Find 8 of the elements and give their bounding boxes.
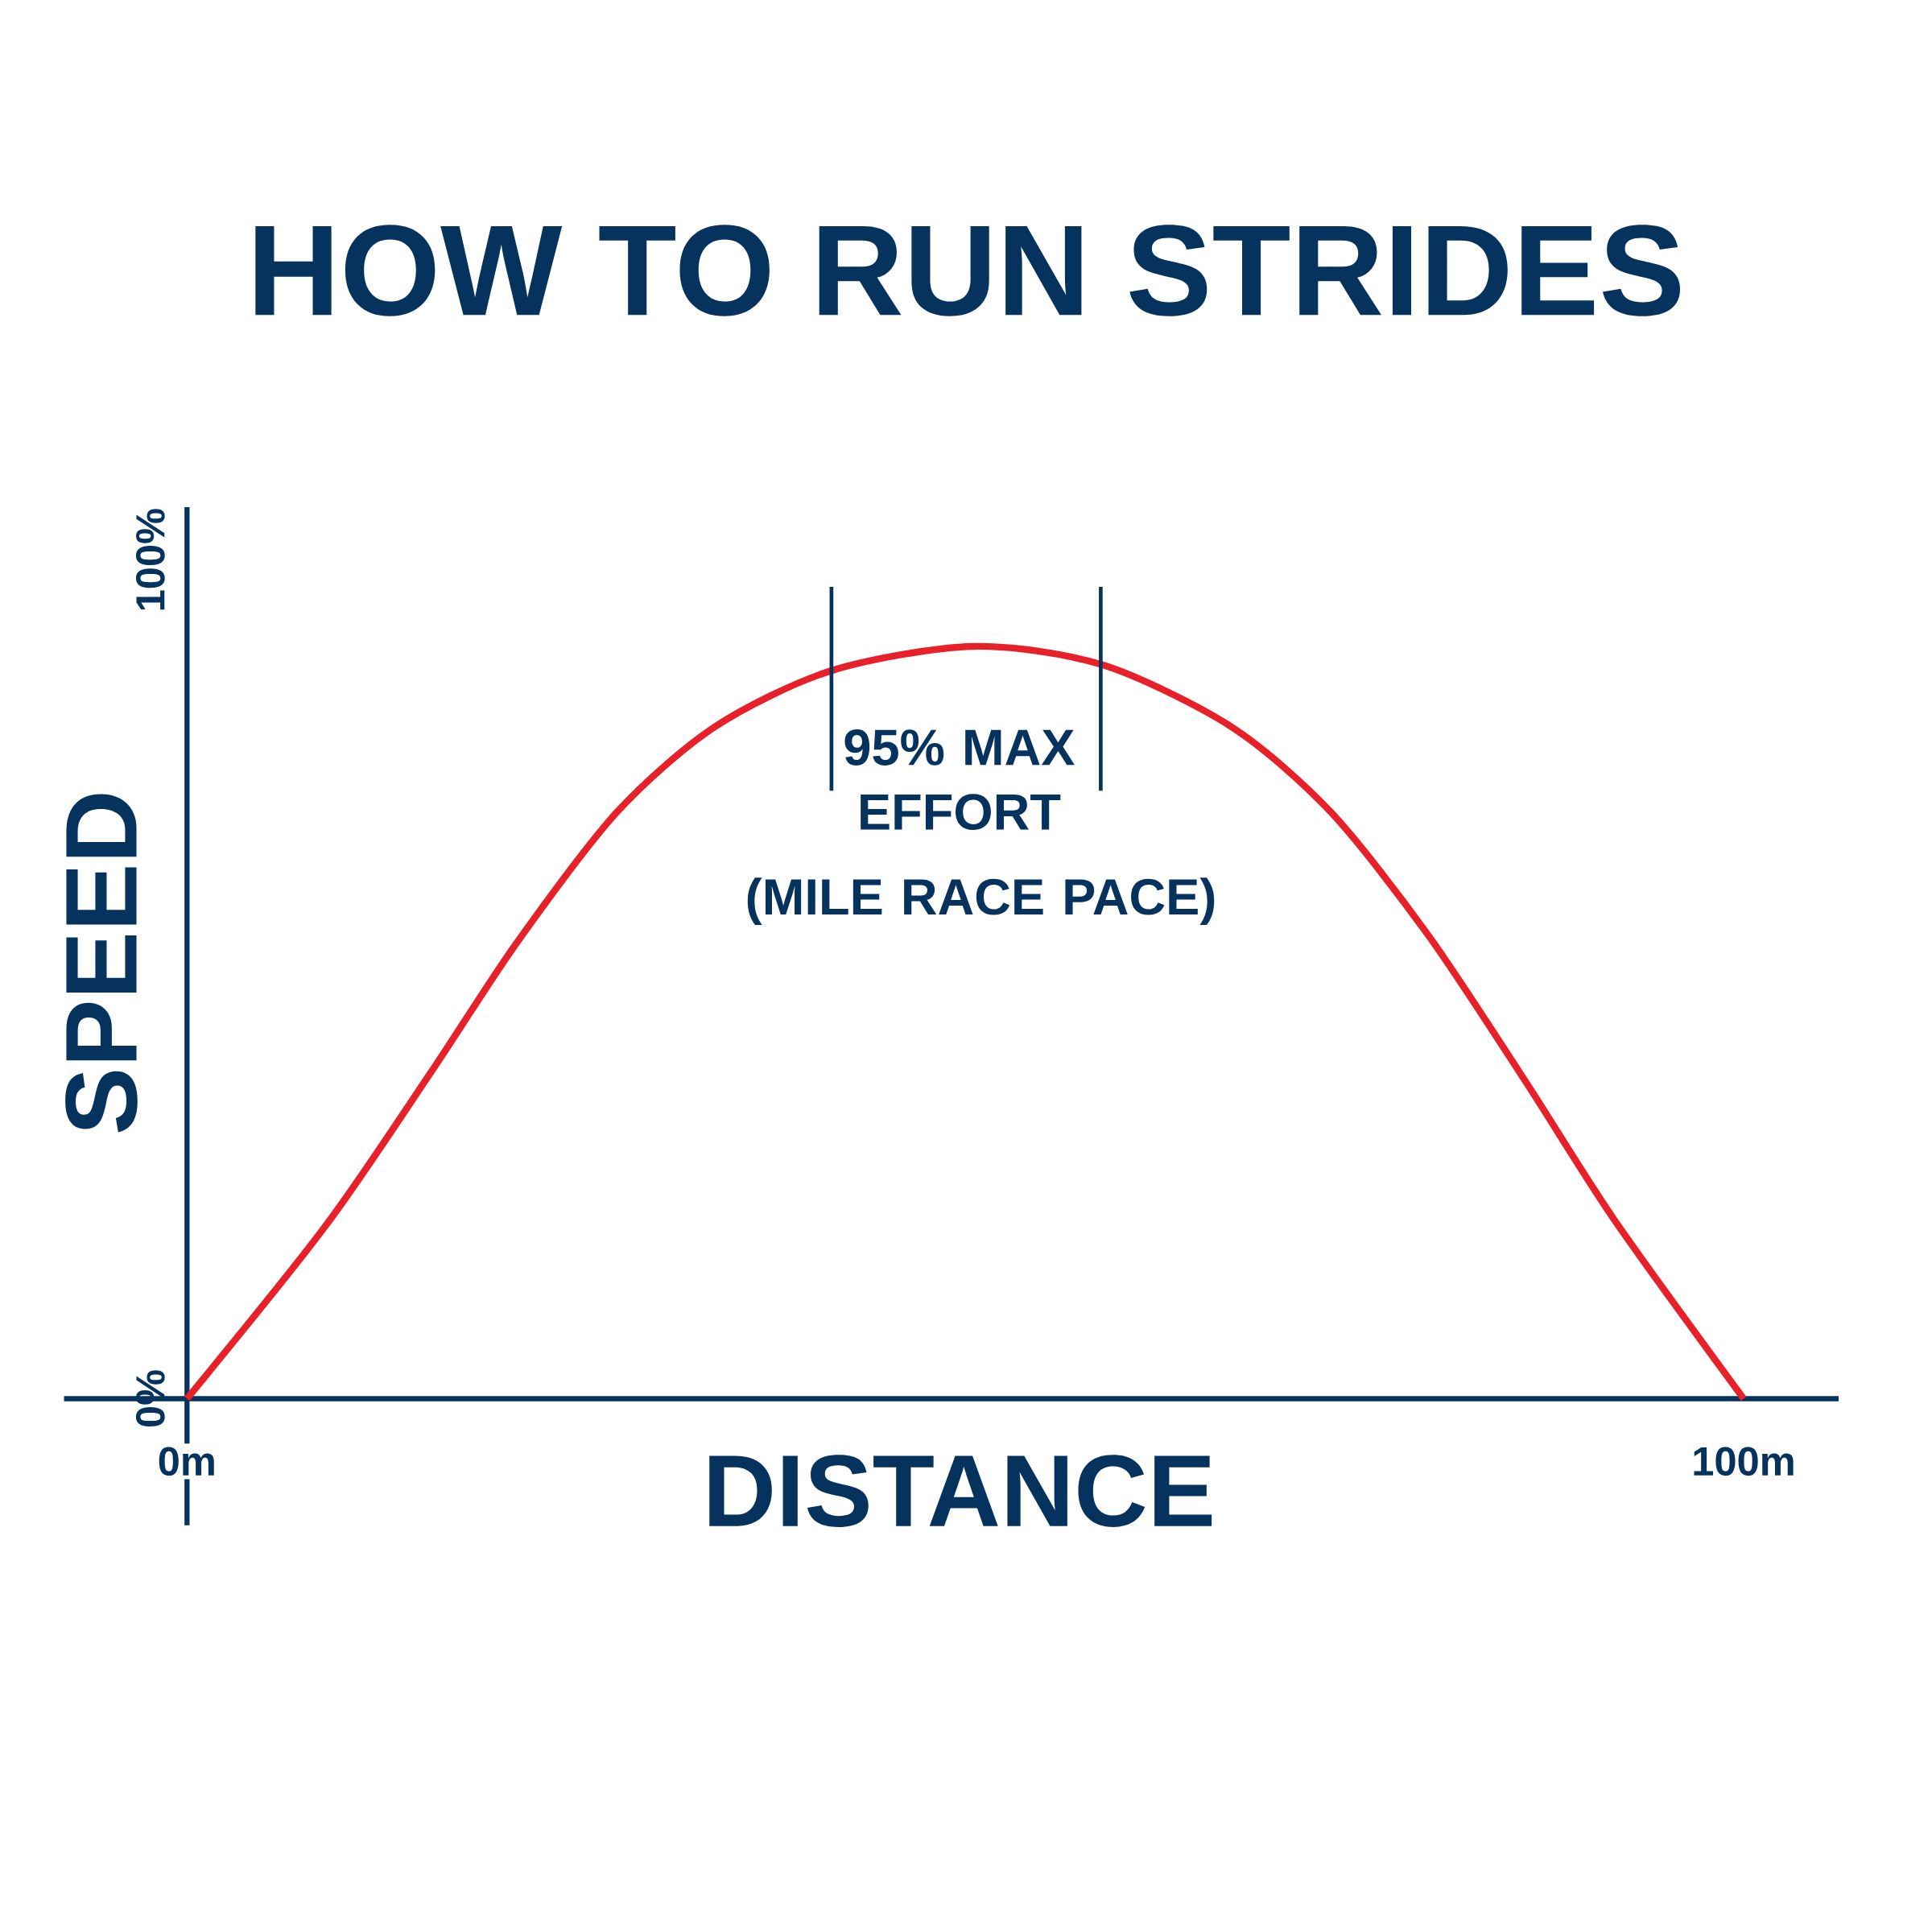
x-tick-label: 0m	[159, 1447, 214, 1476]
y-axis-title: SPEED	[65, 794, 138, 1133]
annotation: 95% MAX EFFORT	[844, 729, 1075, 831]
chart-title: HOW TO RUN STRIDES	[255, 225, 1680, 316]
y-tick-label: 100%	[135, 509, 165, 610]
annotation: (MILE RACE PACE)	[747, 877, 1215, 926]
x-axis-title: DISTANCE	[709, 1455, 1212, 1527]
x-tick-label: 100m	[1694, 1447, 1794, 1476]
